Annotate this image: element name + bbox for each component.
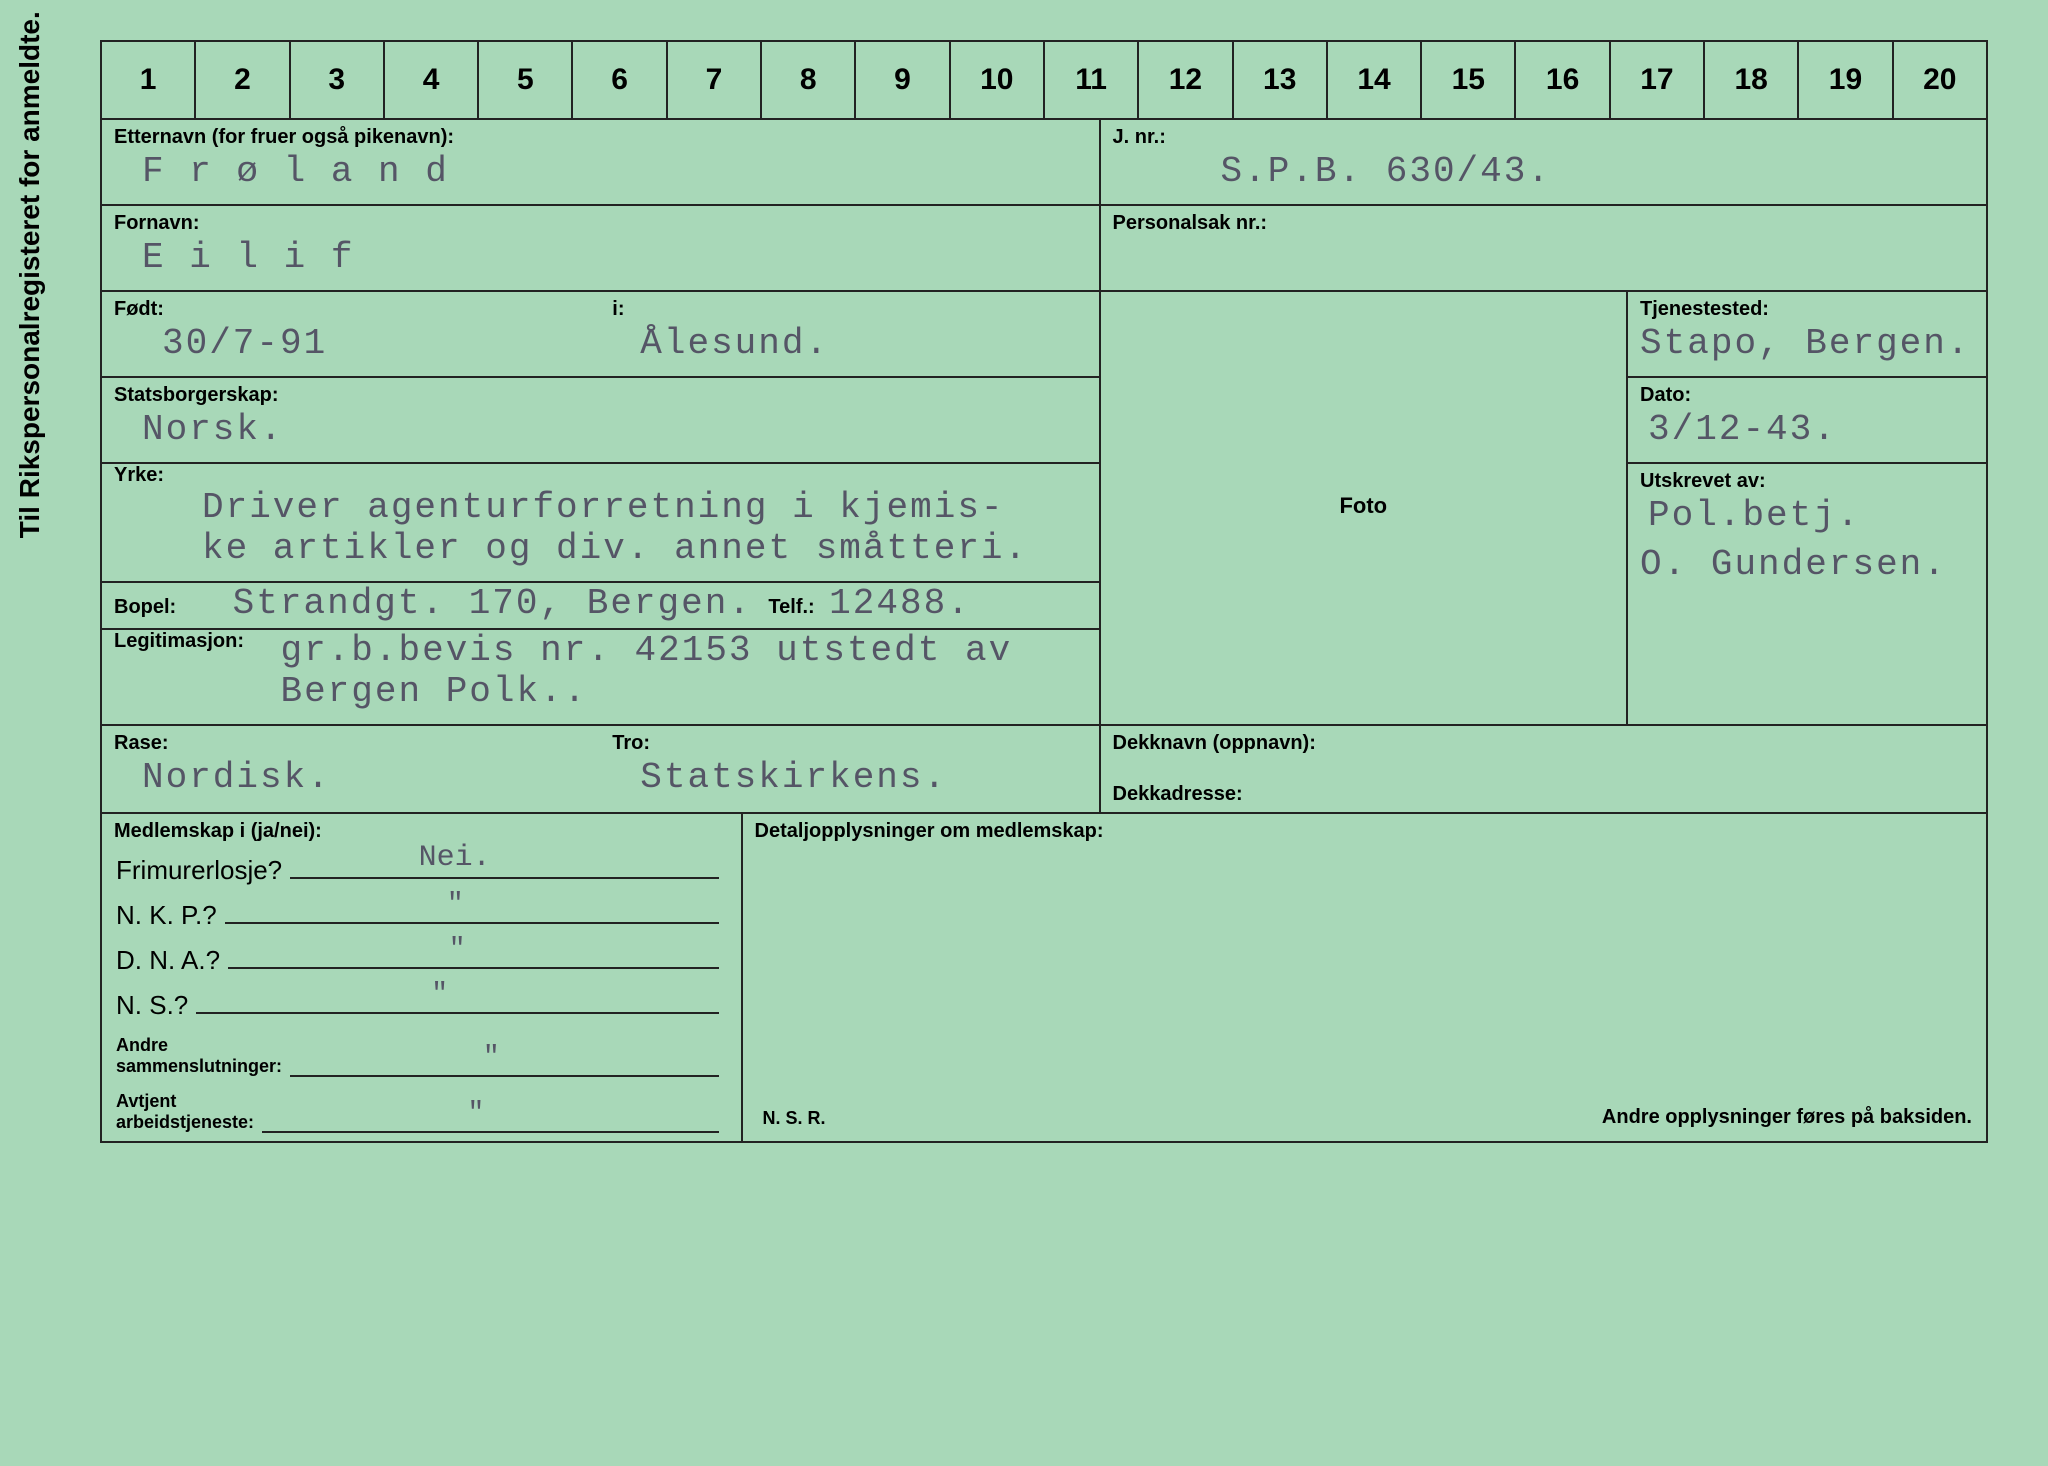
label-utskrevet: Utskrevet av: xyxy=(1628,464,1986,495)
field-bopel: Bopel: Strandgt. 170, Bergen. Telf.: 124… xyxy=(102,583,1101,630)
value-fodt: 30/7-91 xyxy=(102,323,600,372)
label-jnr: J. nr.: xyxy=(1101,120,1986,151)
membership-box: Medlemskap i (ja/nei): Frimurerlosje? Ne… xyxy=(102,814,743,1141)
label-yrke: Yrke: xyxy=(102,458,176,488)
field-utskrevet: Utskrevet av: Pol.betj. O. Gundersen. xyxy=(1628,464,1986,726)
value-frimurer: Nei. xyxy=(419,841,491,875)
value-andre-samm: " xyxy=(483,1042,500,1073)
ruler-cell: 5 xyxy=(479,42,573,118)
row-dna: D. N. A.? " xyxy=(102,935,741,980)
label-dato: Dato: xyxy=(1628,378,1986,409)
foto-box: Foto xyxy=(1101,292,1629,726)
ruler-cell: 8 xyxy=(762,42,856,118)
ruler-cell: 20 xyxy=(1894,42,1986,118)
ruler-cell: 11 xyxy=(1045,42,1139,118)
row-frimurer: Frimurerlosje? Nei. xyxy=(102,845,741,890)
ruler-cell: 18 xyxy=(1705,42,1799,118)
field-statsborgerskap: Statsborgerskap: Norsk. xyxy=(102,378,1101,464)
field-jnr: J. nr.: S.P.B. 630/43. xyxy=(1101,120,1986,206)
value-avtjent: " xyxy=(467,1098,484,1129)
field-etternavn: Etternavn (for fruer også pikenavn): F r… xyxy=(102,120,1101,206)
label-tjenestested: Tjenestested: xyxy=(1628,292,1986,323)
label-frimurer: Frimurerlosje? xyxy=(116,855,282,886)
value-statsborgerskap: Norsk. xyxy=(102,409,1099,458)
label-bopel: Bopel: xyxy=(102,590,188,620)
label-ns: N. S.? xyxy=(116,990,188,1021)
form-card: 1 2 3 4 5 6 7 8 9 10 11 12 13 14 15 16 1… xyxy=(100,40,1988,1143)
value-yrke: Driver agenturforretning i kjemis- ke ar… xyxy=(102,487,1040,577)
value-personalsak xyxy=(1101,237,1986,277)
field-fodt: Født: 30/7-91 i: Ålesund. xyxy=(102,292,1101,378)
details-box: Detaljopplysninger om medlemskap: N. S. … xyxy=(743,814,1986,1141)
value-dna: " xyxy=(449,934,466,965)
number-ruler: 1 2 3 4 5 6 7 8 9 10 11 12 13 14 15 16 1… xyxy=(102,42,1986,120)
label-detalj: Detaljopplysninger om medlemskap: xyxy=(743,814,1986,845)
back-note: Andre opplysninger føres på baksiden. xyxy=(1588,1094,1986,1141)
label-legitimasjon: Legitimasjon: xyxy=(102,624,256,654)
label-fodt: Født: xyxy=(102,292,600,323)
label-foto: Foto xyxy=(1339,493,1387,519)
label-dekknavn: Dekknavn (oppnavn): xyxy=(1101,726,1986,757)
value-tjenestested: Stapo, Bergen. xyxy=(1628,323,1986,372)
main-grid: Etternavn (for fruer også pikenavn): F r… xyxy=(102,120,1986,814)
vertical-title: Til Rikspersonalregisteret for anmeldte. xyxy=(14,11,46,538)
label-statsborgerskap: Statsborgerskap: xyxy=(102,378,1099,409)
ruler-cell: 4 xyxy=(385,42,479,118)
row-nkp: N. K. P.? " xyxy=(102,890,741,935)
value-etternavn: F r ø l a n d xyxy=(102,151,1099,200)
label-fornavn: Fornavn: xyxy=(102,206,1099,237)
value-nkp: " xyxy=(447,889,464,920)
value-legitimasjon: gr.b.bevis nr. 42153 utstedt av Bergen P… xyxy=(260,630,1024,720)
value-rase: Nordisk. xyxy=(102,757,600,806)
ruler-cell: 14 xyxy=(1328,42,1422,118)
label-avtjent: Avtjent arbeidstjeneste: xyxy=(116,1091,254,1133)
label-personalsak: Personalsak nr.: xyxy=(1101,206,1986,237)
label-i: i: xyxy=(600,292,1098,323)
label-telf: Telf.: xyxy=(768,596,814,618)
label-dekkadresse: Dekkadresse: xyxy=(1101,777,1986,808)
row-andre-samm: Andre sammenslutninger: " xyxy=(102,1025,741,1081)
ruler-cell: 1 xyxy=(102,42,196,118)
ruler-cell: 2 xyxy=(196,42,290,118)
label-etternavn: Etternavn (for fruer også pikenavn): xyxy=(102,120,1099,151)
label-dna: D. N. A.? xyxy=(116,945,220,976)
label-nsr: N. S. R. xyxy=(743,1096,826,1141)
value-utskrevet1: Pol.betj. xyxy=(1628,495,1986,544)
field-yrke: Yrke: Driver agenturforretning i kjemis-… xyxy=(102,464,1101,583)
field-dato: Dato: 3/12-43. xyxy=(1628,378,1986,464)
row-avtjent: Avtjent arbeidstjeneste: " xyxy=(102,1081,741,1137)
ruler-cell: 10 xyxy=(951,42,1045,118)
field-tjenestested: Tjenestested: Stapo, Bergen. xyxy=(1628,292,1986,378)
value-utskrevet2: O. Gundersen. xyxy=(1628,544,1986,593)
row-ns: N. S.? " xyxy=(102,980,741,1025)
ruler-cell: 6 xyxy=(573,42,667,118)
field-legitimasjon: Legitimasjon: gr.b.bevis nr. 42153 utste… xyxy=(102,630,1101,726)
value-ns: " xyxy=(431,979,448,1010)
label-tro: Tro: xyxy=(600,726,1098,757)
ruler-cell: 3 xyxy=(291,42,385,118)
ruler-cell: 16 xyxy=(1516,42,1610,118)
field-fornavn: Fornavn: E i l i f xyxy=(102,206,1101,292)
value-tro: Statskirkens. xyxy=(600,757,1098,806)
field-dekk: Dekknavn (oppnavn): Dekkadresse: xyxy=(1101,726,1986,814)
ruler-cell: 17 xyxy=(1611,42,1705,118)
value-jnr: S.P.B. 630/43. xyxy=(1101,151,1986,200)
label-rase: Rase: xyxy=(102,726,600,757)
value-fornavn: E i l i f xyxy=(102,237,1099,286)
ruler-cell: 7 xyxy=(668,42,762,118)
bottom-section: Medlemskap i (ja/nei): Frimurerlosje? Ne… xyxy=(102,814,1986,1141)
value-fodt-i: Ålesund. xyxy=(600,323,1098,372)
label-andre-samm: Andre sammenslutninger: xyxy=(116,1035,282,1077)
ruler-cell: 15 xyxy=(1422,42,1516,118)
ruler-cell: 13 xyxy=(1234,42,1328,118)
ruler-cell: 12 xyxy=(1139,42,1233,118)
value-bopel: Strandgt. 170, Bergen. xyxy=(193,583,764,632)
ruler-cell: 19 xyxy=(1799,42,1893,118)
value-telf: 12488. xyxy=(819,583,983,632)
label-nkp: N. K. P.? xyxy=(116,900,217,931)
ruler-cell: 9 xyxy=(856,42,950,118)
value-dato: 3/12-43. xyxy=(1628,409,1986,458)
field-personalsak: Personalsak nr.: xyxy=(1101,206,1986,292)
field-rase-tro: Rase: Nordisk. Tro: Statskirkens. xyxy=(102,726,1101,814)
